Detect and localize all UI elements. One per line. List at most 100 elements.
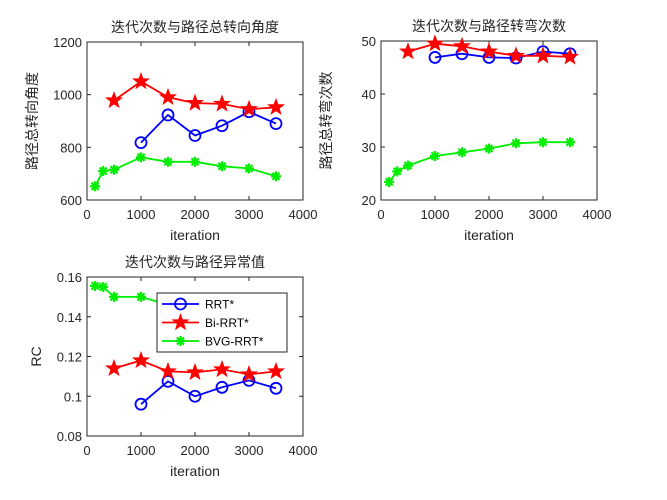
y-tick-label: 0.16 [57, 270, 82, 285]
x-axis-label: iteration [464, 227, 514, 243]
legend-label: RRT* [205, 298, 234, 312]
y-tick-label: 0.14 [57, 310, 82, 325]
legend-entry: RRT* [162, 298, 234, 312]
x-tick-label: 1000 [127, 443, 156, 458]
x-tick-label: 2000 [475, 207, 504, 222]
x-tick-label: 3000 [235, 207, 264, 222]
subplot-3: 0 1000 2000 3000 4000 0.08 0.1 0.12 0.14 0.16 迭代次数… [28, 255, 317, 479]
data-point [426, 34, 444, 52]
data-point [269, 117, 283, 131]
legend-entry: Bi-RRT* [162, 313, 249, 331]
data-point [161, 374, 175, 388]
x-tick-label: 1000 [421, 207, 450, 222]
x-tick-label: 0 [377, 207, 384, 222]
data-point [538, 137, 548, 148]
data-point [480, 42, 498, 60]
data-point [105, 91, 123, 109]
x-axis-label: iteration [170, 227, 220, 243]
chart-title: 迭代次数与路径异常值 [125, 255, 265, 271]
y-tick-label: 1000 [53, 88, 82, 103]
legend-marker [171, 313, 190, 331]
data-point [161, 108, 175, 122]
legend: RRT* Bi-RRT* BVG-RRT* [156, 292, 288, 353]
y-tick-label: 0.12 [57, 350, 82, 365]
data-point [240, 99, 258, 117]
data-point [188, 389, 202, 403]
data-point [134, 397, 148, 411]
data-point [392, 166, 403, 177]
data-point [215, 380, 229, 394]
data-point [403, 160, 413, 171]
x-tick-label: 0 [83, 443, 90, 458]
series-Bi-RRT* [104, 351, 285, 383]
y-tick-label: 800 [60, 140, 82, 155]
data-point [159, 361, 177, 380]
x-tick-label: 3000 [235, 443, 264, 458]
x-tick-label: 2000 [181, 443, 210, 458]
data-point [430, 151, 440, 162]
data-point [511, 138, 521, 149]
data-point [215, 119, 229, 133]
legend-label: BVG-RRT* [205, 335, 264, 349]
series-Bi-RRT* [105, 72, 285, 117]
y-tick-label: 600 [60, 193, 82, 208]
y-tick-label: 40 [362, 87, 376, 102]
data-point [104, 358, 124, 377]
y-tick-label: 0.08 [57, 429, 82, 444]
x-axis-label: iteration [170, 463, 220, 479]
data-point [190, 156, 200, 167]
data-point [90, 181, 101, 192]
series-RRT* [134, 373, 283, 411]
data-point [453, 36, 471, 54]
data-point [159, 87, 177, 105]
data-point [217, 161, 227, 172]
data-point [267, 97, 285, 115]
data-point [186, 362, 204, 381]
series-BVG-RRT* [90, 280, 173, 310]
y-tick-label: 20 [362, 193, 376, 208]
data-point [561, 47, 579, 65]
data-point [507, 46, 525, 64]
data-point [240, 364, 258, 383]
data-point [399, 42, 417, 60]
data-point [109, 164, 119, 175]
series-Bi-RRT* [399, 34, 579, 65]
data-point [271, 171, 281, 182]
x-tick-label: 1000 [127, 207, 156, 222]
data-point [384, 176, 395, 187]
x-tick-label: 0 [83, 207, 90, 222]
data-point [132, 351, 150, 369]
data-point [267, 361, 285, 380]
series-line [434, 50, 571, 59]
legend-marker [174, 297, 187, 311]
data-point [136, 291, 146, 302]
x-tick-label: 3000 [529, 207, 558, 222]
data-point [136, 152, 146, 163]
y-tick-label: 30 [362, 140, 376, 155]
data-point [188, 129, 202, 142]
y-tick-label: 50 [362, 34, 376, 49]
chart-title: 迭代次数与路径总转向角度 [111, 20, 279, 36]
data-point [163, 156, 173, 167]
x-tick-label: 4000 [289, 443, 318, 458]
data-point [244, 163, 254, 174]
data-point [98, 166, 109, 177]
data-point [213, 359, 231, 378]
data-point [134, 136, 148, 149]
series-BVG-RRT* [384, 137, 575, 187]
data-point [98, 281, 109, 292]
data-point [109, 291, 119, 302]
y-axis-label: RC [28, 346, 44, 366]
subplot-2: 0 1000 2000 3000 4000 20 30 40 50 迭代次数与路径转弯次数 iter… [318, 18, 611, 243]
legend-label: Bi-RRT* [205, 316, 249, 330]
data-point [484, 143, 494, 154]
y-axis-label: 路径总转向角度 [25, 72, 41, 170]
x-tick-label: 4000 [289, 207, 318, 222]
data-point [428, 51, 442, 64]
subplot-1: 0 1000 2000 3000 4000 600 800 1000 1200 迭代次数与路径总转… [25, 20, 317, 243]
x-tick-label: 4000 [583, 207, 612, 222]
data-point [186, 93, 204, 111]
y-tick-label: 1200 [53, 35, 82, 50]
legend-marker [175, 336, 186, 346]
